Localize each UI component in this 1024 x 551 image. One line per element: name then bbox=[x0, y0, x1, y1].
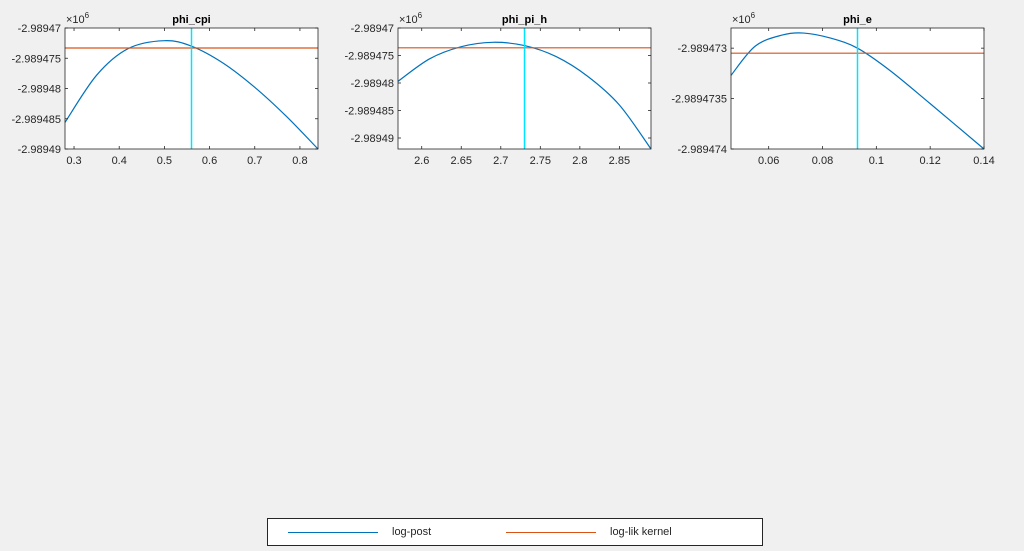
y-tick-label: -2.98948 bbox=[351, 78, 394, 90]
y-tick-label: -2.98947 bbox=[351, 23, 394, 35]
y-tick-label: -2.989485 bbox=[344, 106, 394, 118]
y-tick-label: -2.98948 bbox=[18, 84, 61, 96]
x-tick-label: 0.12 bbox=[919, 155, 940, 167]
subplot-title: phi_cpi bbox=[172, 14, 211, 26]
x-tick-label: 0.6 bbox=[202, 155, 217, 167]
x-tick-label: 0.06 bbox=[758, 155, 779, 167]
legend-label-log-lik-kernel: log-lik kernel bbox=[610, 526, 672, 538]
y-tick-label: -2.989475 bbox=[11, 53, 61, 65]
axes-frame bbox=[397, 27, 652, 150]
x-tick-label: 0.8 bbox=[292, 155, 307, 167]
y-exponent-power: 6 bbox=[751, 11, 756, 20]
subplot-phi-e: 0.06 0.08 0.1 0.12 0.14 -2.989474 -2.9894735 -2… bbox=[671, 11, 994, 167]
x-tick-label: 2.7 bbox=[493, 155, 508, 167]
legend-item-log-post: log-post bbox=[288, 519, 431, 545]
y-tick-label: -2.98949 bbox=[351, 133, 394, 145]
axes-frame bbox=[730, 27, 985, 150]
x-tick-label: 2.85 bbox=[609, 155, 630, 167]
subplot-phi-cpi: 0.3 0.4 0.5 0.6 0.7 0.8 -2.98949 -2.989485 -2.98… bbox=[11, 11, 319, 167]
y-exponent-label: ×106 bbox=[399, 11, 423, 26]
legend-swatch-log-post bbox=[288, 531, 378, 533]
y-tick-label: -2.989475 bbox=[344, 51, 394, 63]
x-tick-label: 0.7 bbox=[247, 155, 262, 167]
legend-item-log-lik-kernel: log-lik kernel bbox=[506, 519, 672, 545]
y-tick-label: -2.98947 bbox=[18, 23, 61, 35]
x-tick-label: 0.3 bbox=[66, 155, 81, 167]
subplot-title: phi_e bbox=[843, 14, 872, 26]
y-exponent-label: ×106 bbox=[66, 11, 90, 26]
x-tick-label: 2.75 bbox=[530, 155, 551, 167]
y-exponent-power: 6 bbox=[85, 11, 90, 20]
legend: log-post log-lik kernel bbox=[267, 518, 763, 546]
x-tick-label: 0.4 bbox=[112, 155, 127, 167]
subplot-phi-pi-h: 2.6 2.65 2.7 2.75 2.8 2.85 -2.98949 -2.989485 -2… bbox=[344, 11, 652, 167]
legend-label-log-post: log-post bbox=[392, 526, 432, 538]
series-line-log-post bbox=[730, 32, 985, 150]
y-tick-label: -2.989485 bbox=[11, 114, 61, 126]
x-tick-label: 2.6 bbox=[414, 155, 429, 167]
x-tick-label: 2.65 bbox=[451, 155, 472, 167]
y-tick-label: -2.98949 bbox=[18, 144, 61, 156]
x-tick-label: 0.5 bbox=[157, 155, 172, 167]
y-exponent-power: 6 bbox=[418, 11, 423, 20]
subplot-title: phi_pi_h bbox=[502, 14, 548, 26]
x-tick-label: 0.08 bbox=[812, 155, 833, 167]
y-tick-label: -2.9894735 bbox=[671, 94, 727, 106]
legend-swatch-log-lik-kernel bbox=[506, 531, 596, 533]
x-tick-label: 0.1 bbox=[869, 155, 884, 167]
x-tick-label: 0.14 bbox=[973, 155, 994, 167]
y-tick-label: -2.989473 bbox=[677, 43, 727, 55]
y-tick-label: -2.989474 bbox=[677, 144, 727, 156]
y-exponent-label: ×106 bbox=[732, 11, 756, 26]
x-tick-label: 2.8 bbox=[572, 155, 587, 167]
